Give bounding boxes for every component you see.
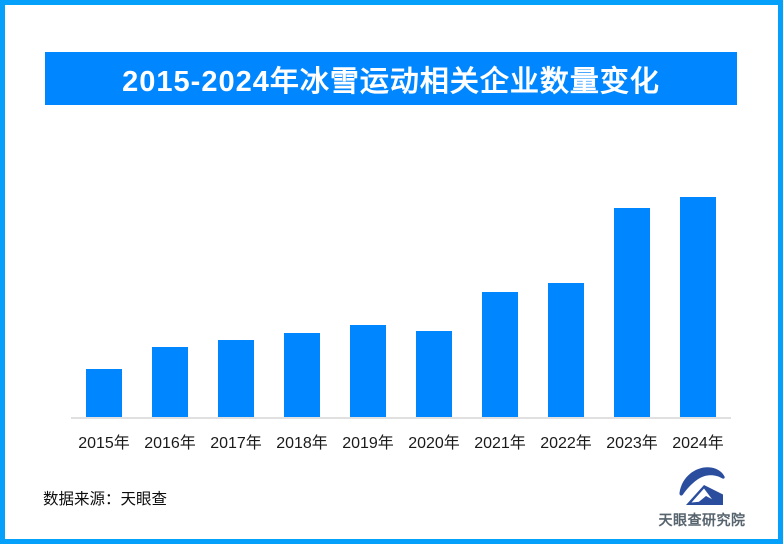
bar-2022年 [548,283,584,417]
bar-2021年 [482,292,518,417]
bar-column [269,157,335,417]
x-tick-label: 2019年 [342,435,394,452]
x-tick-label: 2024年 [672,435,724,452]
page-title: 2015-2024年冰雪运动相关企业数量变化 [122,65,660,98]
x-tick-label: 2020年 [408,435,460,452]
bar-2019年 [350,325,386,417]
x-tick-label: 2022年 [540,435,592,452]
bar-column [533,157,599,417]
x-axis-labels: 2015年 2016年 2017年 2018年 2019年 2020年 2021年 2022年… [71,429,731,452]
bar-2016年 [152,347,188,417]
bar-column [335,157,401,417]
brand-logo: 天眼查研究院 [650,465,754,530]
x-tick-label: 2015年 [78,435,130,452]
x-tick-label: 2016年 [144,435,196,452]
bar-2020年 [416,331,452,417]
x-tick-label: 2017年 [210,435,262,452]
bar-column [665,157,731,417]
bar-chart [71,157,731,419]
bar-column [599,157,665,417]
bar-column [401,157,467,417]
bar-2023年 [614,208,650,417]
title-banner: 2015-2024年冰雪运动相关企业数量变化 [45,52,737,105]
x-tick-label: 2018年 [276,435,328,452]
x-tick-label: 2023年 [606,435,658,452]
bar-2015年 [86,369,122,417]
bar-column [203,157,269,417]
bar-2024年 [680,197,716,417]
bar-column [467,157,533,417]
data-source-label: 数据来源：天眼查 [43,491,168,508]
x-tick-label: 2021年 [474,435,526,452]
tianyancha-eye-house-logo [679,467,725,505]
bar-2017年 [218,340,254,417]
bar-column [137,157,203,417]
bar-column [71,157,137,417]
brand-logo-text: 天眼查研究院 [658,512,746,528]
bar-2018年 [284,333,320,417]
